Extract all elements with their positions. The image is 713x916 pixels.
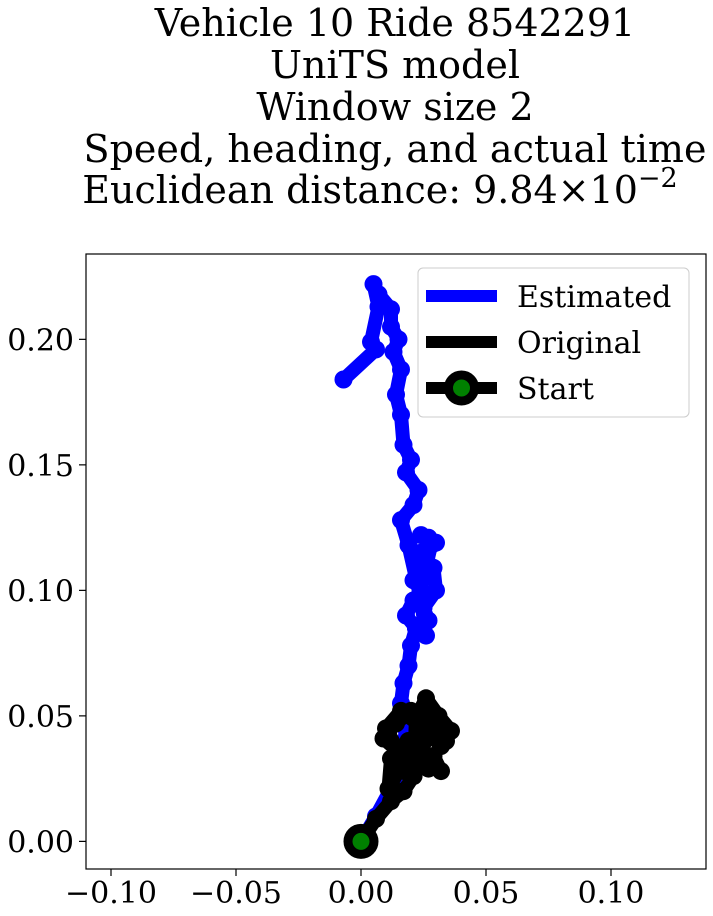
legend-box — [417, 267, 690, 418]
point-original — [432, 737, 450, 755]
point-original — [389, 762, 408, 781]
point-estimated — [417, 626, 435, 645]
x-tick-label: 0.00 — [328, 876, 395, 911]
title-exponent: −2 — [638, 163, 678, 194]
point-estimated — [404, 496, 423, 514]
point-estimated — [402, 636, 420, 655]
point-estimated — [392, 405, 410, 424]
point-estimated — [394, 435, 413, 454]
point-original — [432, 762, 450, 781]
point-estimated — [399, 536, 418, 555]
y-tick-label: 0.05 — [7, 700, 74, 735]
point-estimated — [387, 385, 405, 404]
point-estimated — [394, 674, 413, 693]
y-tick-label: 0.00 — [7, 825, 74, 860]
point-original — [404, 767, 423, 786]
axes-frame — [85, 253, 707, 870]
x-tick-label: 0.05 — [453, 876, 520, 911]
point-estimated — [364, 275, 383, 294]
y-tick-label: 0.10 — [7, 574, 74, 609]
legend-label-start: Start — [517, 372, 594, 407]
title-line-1: Vehicle 10 Ride 8542291 — [154, 1, 635, 45]
point-estimated — [409, 481, 428, 499]
y-tick-label: 0.15 — [7, 449, 74, 484]
point-estimated — [427, 581, 445, 600]
legend: Estimated Original Start — [417, 267, 690, 418]
point-original — [417, 689, 435, 708]
point-original — [412, 742, 430, 760]
point-estimated — [392, 360, 410, 379]
point-original — [442, 721, 460, 740]
legend-label-estimated: Estimated — [517, 280, 671, 315]
title-line-5: Euclidean distance: 9.84×10−2 — [82, 163, 677, 212]
point-original — [367, 809, 385, 828]
point-estimated — [369, 297, 388, 316]
point-estimated — [334, 370, 353, 389]
x-tick-label: 0.10 — [578, 876, 645, 911]
legend-start-marker — [444, 370, 479, 406]
point-estimated — [392, 511, 410, 530]
title-line-3: Window size 2 — [256, 85, 533, 129]
x-tick-label: −0.10 — [65, 876, 157, 911]
point-original — [389, 742, 408, 760]
point-original — [392, 701, 410, 720]
point-estimated — [367, 340, 385, 359]
start-marker — [343, 823, 379, 859]
point-original — [414, 719, 433, 738]
legend-label-original: Original — [517, 326, 641, 361]
point-estimated — [399, 656, 418, 675]
axes: −0.10 −0.05 0.00 0.05 0.10 0.00 0.05 0.10 0.15 0.… — [7, 253, 707, 911]
x-tick-label: −0.05 — [190, 876, 282, 911]
y-tick-label: 0.20 — [7, 323, 74, 358]
point-original — [429, 706, 448, 725]
point-original — [379, 779, 398, 798]
point-estimated — [427, 533, 445, 552]
title-line-4: Speed, heading, and actual time — [84, 127, 707, 171]
point-original — [394, 782, 413, 801]
point-estimated — [424, 558, 443, 577]
point-estimated — [397, 606, 415, 625]
point-estimated — [402, 450, 420, 469]
point-estimated — [382, 317, 400, 336]
title-line-2: UniTS model — [270, 43, 520, 87]
point-original — [377, 719, 395, 738]
point-estimated — [412, 591, 430, 610]
